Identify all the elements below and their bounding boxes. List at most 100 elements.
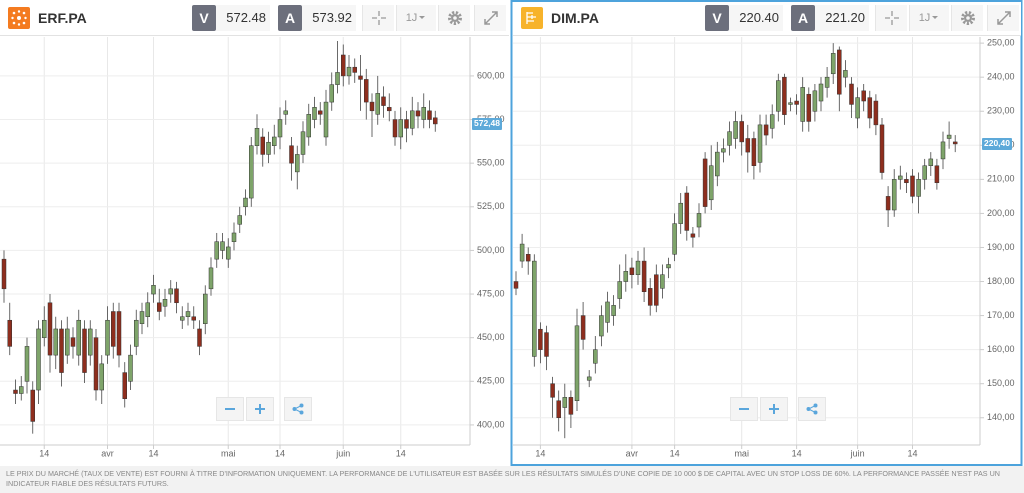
symbol: ERF.PA (38, 10, 87, 26)
x-tick-label: 14 (275, 448, 285, 458)
candle-body (641, 260, 647, 292)
candle-body (214, 241, 219, 260)
zoom-out-button[interactable] (730, 397, 758, 421)
candle-body (916, 179, 921, 197)
y-tick-label: 475,00 (477, 288, 505, 298)
candle-body (82, 328, 87, 373)
candle-body (122, 372, 127, 400)
expand-button[interactable] (987, 5, 1019, 31)
y-tick-label: 200,00 (987, 208, 1015, 218)
candle-body (243, 197, 248, 208)
dropdown-arrow (419, 16, 426, 19)
candle-body (769, 114, 775, 129)
sell-price[interactable]: 572.48 (216, 5, 270, 31)
candle-body (562, 397, 568, 408)
sell-label[interactable]: V (192, 5, 216, 31)
zoom-in-button[interactable] (246, 397, 274, 421)
settings-button[interactable] (438, 5, 470, 31)
candle-body (782, 76, 787, 115)
candle-body (922, 165, 927, 180)
candle-body (574, 325, 580, 401)
share-button[interactable] (798, 397, 826, 421)
y-tick-label: 190,00 (987, 242, 1015, 252)
candle-body (757, 124, 763, 163)
y-tick-label: 240,00 (987, 72, 1015, 82)
candle-body (341, 54, 346, 77)
y-tick-label: 400,00 (477, 419, 505, 429)
minus-icon (225, 408, 235, 410)
candle-body (47, 302, 53, 356)
candle-body (134, 319, 139, 347)
candle-body (231, 232, 237, 242)
candle-body (369, 101, 375, 112)
candle-body (678, 202, 683, 224)
panel-header: DIM.PA V 220.40 A 221.20 1J (513, 2, 1021, 36)
candle-body (295, 154, 300, 173)
settings-button[interactable] (951, 5, 983, 31)
candle-body (666, 264, 671, 269)
candle-body (544, 332, 549, 357)
last-price-label: 572,48 (474, 118, 500, 128)
candle-body (794, 100, 799, 105)
candle-body (818, 83, 824, 102)
candle-body (824, 76, 830, 88)
charts: 14 avr 14 mai 14 juin 14 400,00 425,00 450,00 475,… (0, 0, 1023, 466)
candle-body (168, 288, 173, 295)
candle-body (696, 213, 702, 228)
y-tick-label: 140,00 (987, 412, 1015, 422)
candle-body (208, 267, 214, 290)
candle-body (513, 281, 519, 289)
candle-body (364, 79, 369, 103)
buy-price[interactable]: 573.92 (302, 5, 356, 31)
candle-body (375, 93, 380, 115)
candle-body (580, 315, 586, 340)
candle-body (739, 121, 744, 143)
candle-body (904, 179, 909, 184)
candle-body (266, 141, 271, 155)
candle-body (358, 75, 363, 80)
candle-body (433, 117, 438, 125)
candle-body (220, 241, 225, 251)
candle-body (568, 397, 574, 415)
crosshair-button[interactable] (362, 5, 394, 31)
expand-icon (996, 11, 1011, 25)
candle-body (605, 301, 610, 323)
candle-body (928, 158, 934, 166)
candle-body (788, 102, 793, 105)
candle-body (538, 328, 543, 350)
share-button[interactable] (284, 397, 312, 421)
sell-price[interactable]: 220.40 (729, 5, 783, 31)
interval-dropdown[interactable]: 1J (396, 5, 436, 31)
candle-body (392, 119, 398, 138)
candle-body (617, 281, 622, 299)
y-tick-label: 600,00 (477, 70, 505, 80)
sell-label[interactable]: V (705, 5, 729, 31)
candle-body (684, 192, 690, 231)
zoom-out-button[interactable] (216, 397, 244, 421)
y-tick-label: 500,00 (477, 245, 505, 255)
zoom-in-button[interactable] (760, 397, 788, 421)
crosshair-button[interactable] (875, 5, 907, 31)
buy-price[interactable]: 221.20 (815, 5, 869, 31)
candle-body (42, 319, 47, 338)
candle-body (289, 145, 294, 164)
x-tick-label: 14 (907, 448, 917, 458)
candle-body (855, 97, 860, 119)
y-tick-label: 210,00 (987, 174, 1015, 184)
candle-body (843, 70, 848, 78)
interval-dropdown[interactable]: 1J (909, 5, 949, 31)
candle-body (532, 260, 537, 357)
candle-body (830, 53, 836, 75)
candle-body (70, 337, 76, 347)
candle-body (277, 119, 283, 138)
minus-icon (739, 408, 749, 410)
y-tick-label: 230,00 (987, 106, 1015, 116)
candle-body (891, 179, 897, 211)
buy-label[interactable]: A (278, 5, 302, 31)
gear-icon (447, 11, 462, 25)
x-tick-label: avr (626, 448, 639, 458)
x-tick-label: juin (335, 448, 350, 458)
buy-label[interactable]: A (791, 5, 815, 31)
expand-button[interactable] (474, 5, 506, 31)
y-tick-label: 525,00 (477, 201, 505, 211)
